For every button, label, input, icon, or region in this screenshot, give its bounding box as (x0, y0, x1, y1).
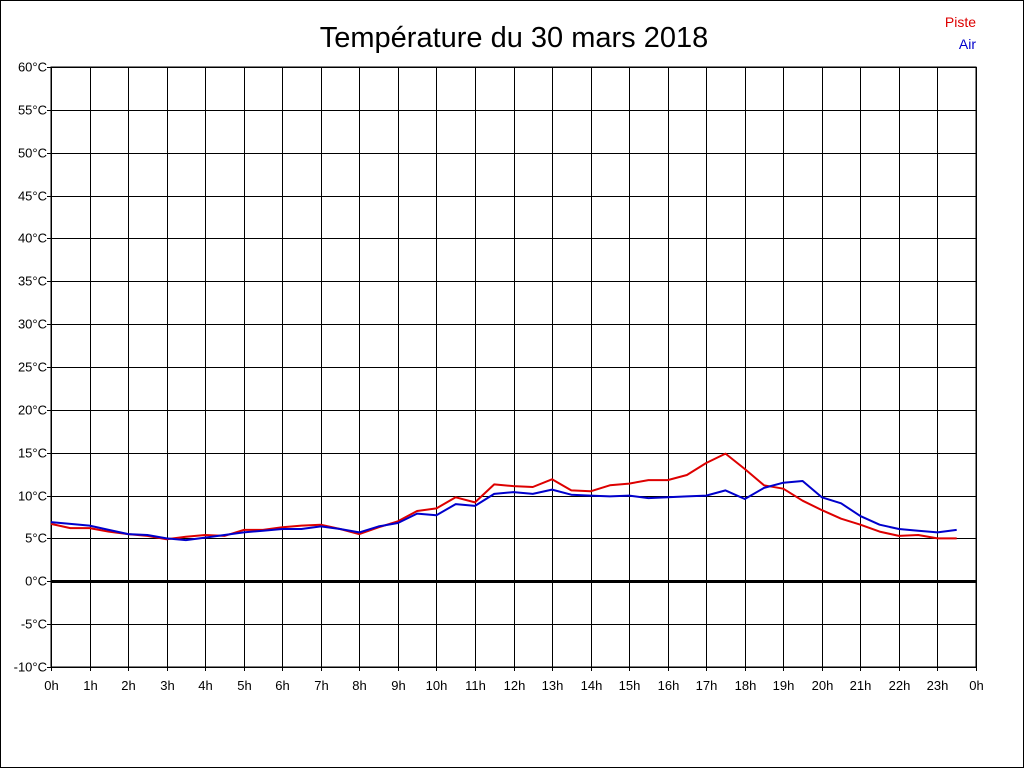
y-tick-label: 50°C (18, 146, 47, 161)
legend-entry-piste: Piste (945, 14, 976, 30)
x-tick-label: 2h (121, 678, 135, 693)
series-line-air (50, 480, 957, 542)
series-line-piste (50, 452, 957, 541)
y-tick-label: 0°C (25, 574, 47, 589)
x-tick-label: 10h (426, 678, 448, 693)
chart-title: Température du 30 mars 2018 (320, 22, 709, 54)
x-tick-label: 12h (504, 678, 526, 693)
x-tick-label: 18h (735, 678, 757, 693)
x-tick-label: 16h (658, 678, 680, 693)
y-tick-label: 10°C (18, 489, 47, 504)
x-tick-label: 9h (391, 678, 405, 693)
x-axis-ticks: 0h 1h 2h 3h 4h 5h 6h 7h 8h 9h 10h 11h 12h 13h 14h 15h 16… (44, 678, 983, 693)
y-tick-label: 40°C (18, 231, 47, 246)
y-axis-ticks: 60°C 55°C 50°C 45°C 40°C 35°C 30°C 25°C 20°C 15°C… (14, 60, 47, 675)
x-tick-label: 19h (773, 678, 795, 693)
chart-series (50, 452, 957, 542)
y-tick-label: 25°C (18, 360, 47, 375)
chart-legend: Piste Air (945, 14, 976, 52)
x-tick-label: 0h (44, 678, 58, 693)
y-tick-label: 45°C (18, 189, 47, 204)
x-tick-label: 23h (927, 678, 949, 693)
x-tick-label: 17h (696, 678, 718, 693)
y-tick-label: -5°C (21, 617, 47, 632)
chart-grid (47, 66, 977, 671)
x-tick-label: 0h (969, 678, 983, 693)
x-tick-label: 4h (198, 678, 212, 693)
x-tick-label: 11h (465, 678, 486, 693)
legend-entry-air: Air (959, 36, 976, 52)
y-tick-label: 15°C (18, 446, 47, 461)
x-tick-label: 1h (83, 678, 97, 693)
x-tick-label: 22h (889, 678, 911, 693)
x-tick-label: 20h (812, 678, 834, 693)
x-tick-label: 14h (581, 678, 603, 693)
x-tick-label: 3h (160, 678, 174, 693)
x-tick-label: 15h (619, 678, 641, 693)
x-tick-label: 8h (352, 678, 366, 693)
x-tick-label: 6h (275, 678, 289, 693)
x-tick-label: 21h (850, 678, 872, 693)
x-tick-label: 13h (542, 678, 564, 693)
y-tick-label: 55°C (18, 103, 47, 118)
y-tick-label: 35°C (18, 274, 47, 289)
y-tick-label: 5°C (25, 531, 47, 546)
y-tick-label: 20°C (18, 403, 47, 418)
y-tick-label: 60°C (18, 60, 47, 75)
y-tick-label: 30°C (18, 317, 47, 332)
x-tick-label: 5h (237, 678, 251, 693)
x-tick-label: 7h (314, 678, 328, 693)
y-tick-label: -10°C (14, 660, 47, 675)
